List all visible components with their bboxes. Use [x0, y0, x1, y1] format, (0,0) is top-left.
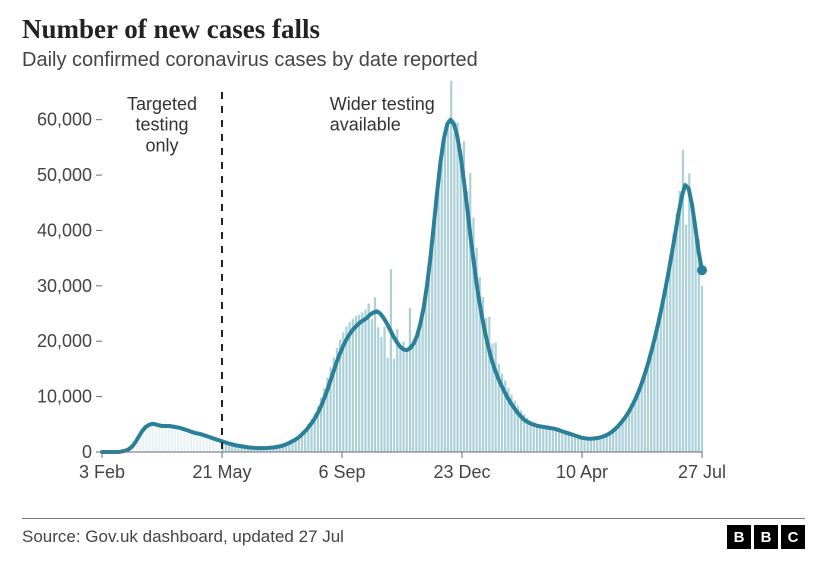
- chart-title: Number of new cases falls: [22, 14, 805, 45]
- svg-text:30,000: 30,000: [37, 276, 92, 296]
- svg-text:60,000: 60,000: [37, 110, 92, 130]
- bbc-logo-b1: B: [727, 525, 751, 549]
- svg-text:Wider testingavailable: Wider testingavailable: [330, 94, 435, 135]
- svg-text:3 Feb: 3 Feb: [79, 462, 125, 482]
- bbc-logo-b2: B: [754, 525, 778, 549]
- footer-bar: Source: Gov.uk dashboard, updated 27 Jul…: [22, 518, 805, 549]
- svg-text:27 Jul: 27 Jul: [678, 462, 726, 482]
- svg-text:50,000: 50,000: [37, 165, 92, 185]
- chart-subtitle: Daily confirmed coronavirus cases by dat…: [22, 49, 805, 72]
- svg-text:20,000: 20,000: [37, 331, 92, 351]
- svg-text:21 May: 21 May: [192, 462, 251, 482]
- svg-text:40,000: 40,000: [37, 220, 92, 240]
- svg-text:Targetedtestingonly: Targetedtestingonly: [127, 94, 197, 155]
- chart-card: Number of new cases falls Daily confirme…: [0, 0, 827, 583]
- svg-text:10,000: 10,000: [37, 387, 92, 407]
- svg-text:23 Dec: 23 Dec: [433, 462, 490, 482]
- chart-area: 0 10,000 20,000 30,000 40,000 50,000 60,000 3 F…: [22, 78, 805, 518]
- svg-text:0: 0: [82, 442, 92, 462]
- source-text: Source: Gov.uk dashboard, updated 27 Jul: [22, 527, 344, 547]
- bbc-logo: B B C: [727, 525, 805, 549]
- cases-chart: 0 10,000 20,000 30,000 40,000 50,000 60,000 3 F…: [22, 78, 802, 518]
- svg-text:6 Sep: 6 Sep: [318, 462, 365, 482]
- svg-text:10 Apr: 10 Apr: [556, 462, 608, 482]
- bbc-logo-c: C: [781, 525, 805, 549]
